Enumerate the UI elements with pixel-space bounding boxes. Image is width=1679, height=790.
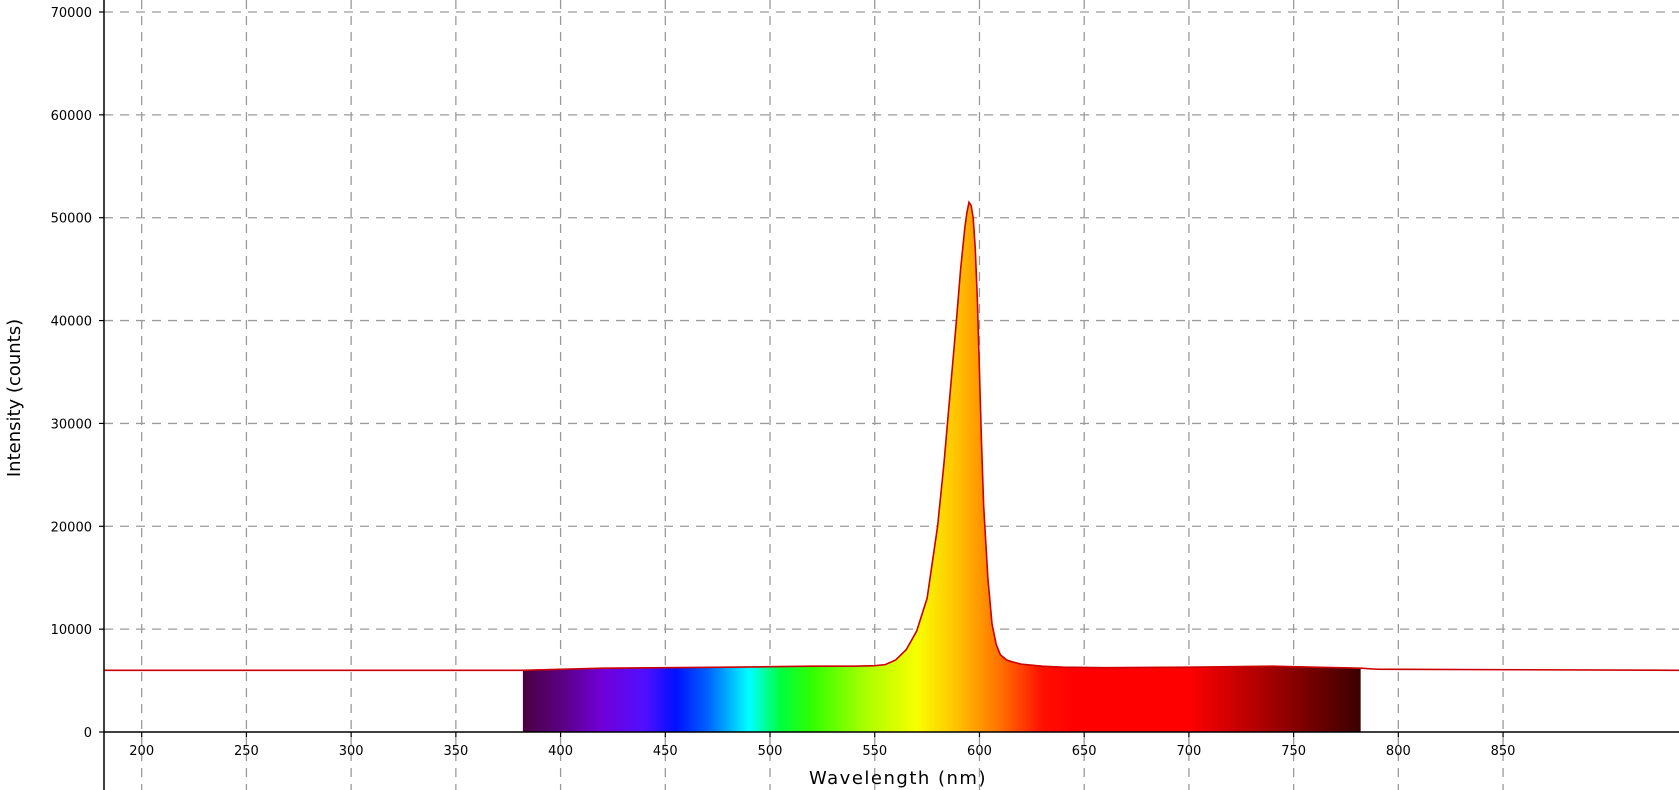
y-tick-label: 60000 — [51, 109, 92, 124]
grid — [104, 0, 1679, 790]
y-tick-label: 40000 — [51, 315, 92, 330]
x-tick-label: 850 — [1491, 744, 1516, 759]
y-tick-label: 20000 — [51, 520, 92, 535]
y-tick-label: 50000 — [51, 212, 92, 227]
x-tick-label: 200 — [129, 744, 154, 759]
y-tick-label: 70000 — [51, 6, 92, 21]
y-axis-label: Intensity (counts) — [4, 319, 25, 477]
y-tick-label: 0 — [84, 726, 92, 741]
x-axis-label: Wavelength (nm) — [809, 768, 987, 789]
spectrum-fill — [522, 202, 1361, 732]
x-tick-label: 400 — [548, 744, 573, 759]
x-tick-label: 450 — [653, 744, 678, 759]
tick-labels: 0 10000 20000 30000 40000 50000 60000 70000 200 2… — [51, 6, 1516, 759]
x-tick-label: 600 — [967, 744, 992, 759]
plot-area — [104, 200, 1679, 732]
x-tick-label: 350 — [443, 744, 468, 759]
x-tick-label: 800 — [1386, 744, 1411, 759]
x-tick-label: 650 — [1072, 744, 1097, 759]
x-tick-label: 300 — [339, 744, 364, 759]
axes — [99, 0, 1679, 790]
x-tick-label: 750 — [1281, 744, 1306, 759]
x-tick-label: 550 — [862, 744, 887, 759]
y-tick-label: 10000 — [51, 623, 92, 638]
x-tick-label: 700 — [1176, 744, 1201, 759]
x-tick-label: 250 — [234, 744, 259, 759]
intensity-line — [104, 200, 1679, 672]
x-tick-label: 500 — [758, 744, 783, 759]
y-tick-label: 30000 — [51, 417, 92, 432]
